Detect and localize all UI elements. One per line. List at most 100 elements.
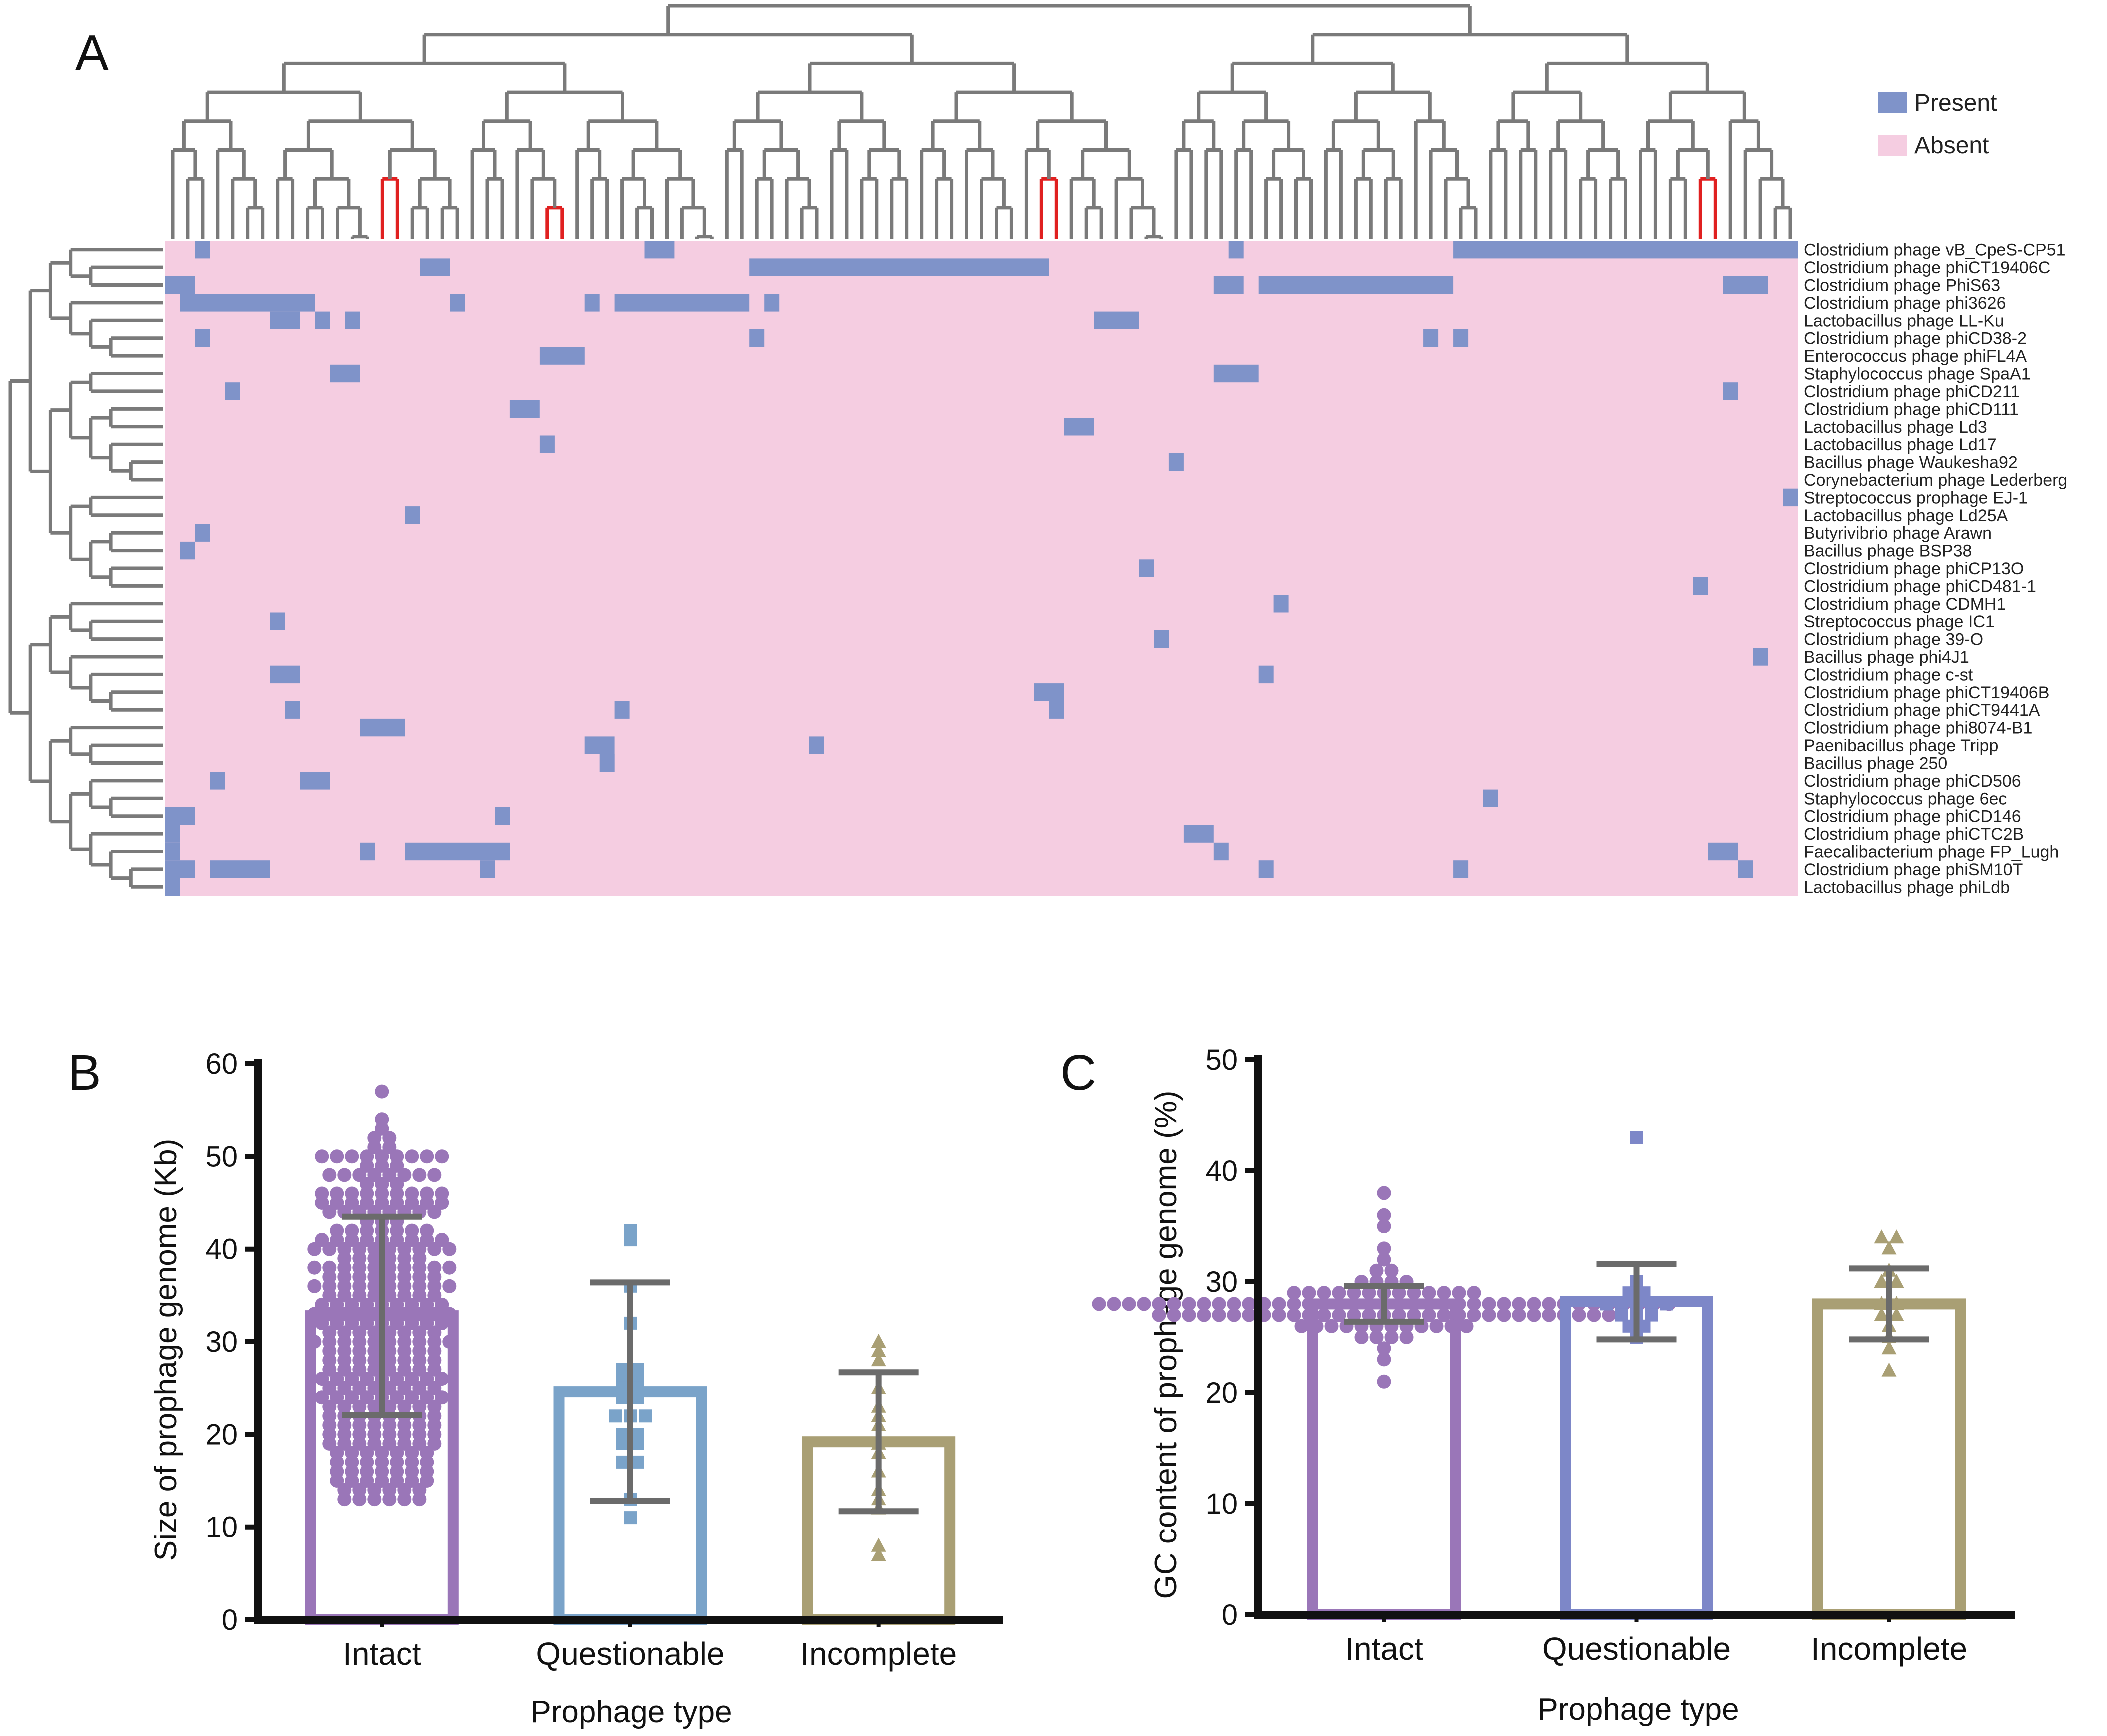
data-point-intact xyxy=(367,1140,382,1154)
data-point-intact xyxy=(375,1122,389,1136)
data-point-intact xyxy=(442,1242,457,1256)
heatmap-row-label: Faecalibacterium phage FP_Lugh xyxy=(1804,843,2059,862)
x-tick-label: Intact xyxy=(1345,1631,1423,1667)
data-point-incomplete xyxy=(1874,1307,1889,1322)
heatmap-present-cell xyxy=(270,312,300,330)
bar-questionable xyxy=(1560,1296,1713,1620)
data-point-questionable xyxy=(1630,1131,1643,1144)
data-point-questionable xyxy=(1645,1308,1658,1322)
data-point-intact xyxy=(315,1316,329,1330)
heatmap-present-cell xyxy=(1168,453,1184,472)
data-point-intact xyxy=(1459,1319,1474,1334)
data-point-intact xyxy=(1572,1308,1586,1322)
data-point-questionable xyxy=(616,1437,629,1450)
heatmap-row-label: Lactobacillus phage Ld25A xyxy=(1804,506,2008,526)
heatmap-row-label: Clostridium phage vB_CpeS-CP51 xyxy=(1804,241,2065,260)
data-point-intact xyxy=(367,1492,382,1507)
data-point-intact xyxy=(1392,1286,1406,1300)
data-point-intact xyxy=(367,1436,382,1451)
data-point-intact xyxy=(360,1390,374,1405)
data-point-intact xyxy=(337,1307,352,1322)
data-point-intact xyxy=(345,1316,359,1330)
data-point-questionable xyxy=(1615,1308,1628,1322)
data-point-intact xyxy=(1092,1297,1106,1312)
heatmap-present-cell xyxy=(450,294,465,312)
heatmap-row-label: Clostridium phage phiCT19406B xyxy=(1804,684,2049,702)
data-point-intact xyxy=(427,1307,442,1322)
data-point-intact xyxy=(397,1307,412,1322)
data-point-intact xyxy=(1497,1297,1511,1312)
heatmap-row-label: Clostridium phage CDMH1 xyxy=(1804,595,2006,614)
data-point-intact xyxy=(315,1150,329,1164)
data-point-intact xyxy=(1182,1297,1196,1312)
data-point-intact xyxy=(352,1362,367,1377)
data-point-questionable xyxy=(616,1456,629,1469)
data-point-intact xyxy=(390,1233,404,1248)
data-point-questionable xyxy=(624,1512,637,1525)
heatmap-row-label: Bacillus phage 250 xyxy=(1804,754,1947,774)
panel-c-gc-chart: C GC content of prophage genome (%) Prop… xyxy=(1060,1044,2015,1727)
data-point-incomplete xyxy=(1874,1274,1889,1288)
data-point-intact xyxy=(315,1196,329,1210)
data-point-intact xyxy=(375,1196,389,1210)
panel-c-x-axis-title: Prophage type xyxy=(1537,1692,1739,1727)
data-point-incomplete xyxy=(1874,1230,1889,1244)
data-point-intact xyxy=(420,1196,434,1210)
panel-c-y-axis-title: GC content of prophage genome (%) xyxy=(1149,1091,1183,1600)
data-point-intact xyxy=(1482,1297,1496,1312)
data-point-intact xyxy=(1242,1297,1256,1312)
data-point-intact xyxy=(442,1260,457,1275)
heatmap-present-cell xyxy=(1258,860,1274,878)
data-point-intact xyxy=(420,1298,434,1312)
panel-a-letter: A xyxy=(75,25,109,81)
data-point-intact xyxy=(1377,1242,1391,1256)
heatmap-row-label: Clostridium phage phiCT19406C xyxy=(1804,258,2050,278)
heatmap-present-cell xyxy=(330,364,360,383)
heatmap-present-cell xyxy=(1049,701,1064,719)
data-point-intact xyxy=(322,1436,337,1451)
data-point-intact xyxy=(375,1474,389,1488)
data-point-intact xyxy=(1437,1308,1451,1322)
data-point-intact xyxy=(1309,1319,1324,1334)
data-point-intact xyxy=(1242,1308,1256,1322)
heatmap-present-cell xyxy=(1228,241,1244,259)
data-point-intact xyxy=(405,1474,419,1488)
data-point-intact xyxy=(420,1372,434,1386)
data-point-intact xyxy=(1467,1297,1481,1312)
heatmap-present-cell xyxy=(165,825,180,843)
data-point-questionable xyxy=(1622,1320,1636,1333)
data-point-incomplete xyxy=(871,1352,886,1367)
heatmap-row-label: Clostridium phage phiCD38-2 xyxy=(1804,330,2027,348)
data-point-questionable xyxy=(631,1456,644,1469)
heatmap-row-label: Enterococcus phage phiFL4A xyxy=(1804,347,2027,366)
heatmap-present-cell xyxy=(315,312,330,330)
data-point-intact xyxy=(1392,1297,1406,1312)
data-point-intact xyxy=(352,1307,367,1322)
data-point-intact xyxy=(307,1279,322,1294)
data-point-intact xyxy=(1287,1308,1301,1322)
data-point-intact xyxy=(420,1233,434,1248)
data-point-intact xyxy=(390,1390,404,1405)
data-point-intact xyxy=(1377,1252,1391,1267)
heatmap-present-cell xyxy=(1258,276,1454,294)
data-point-intact xyxy=(352,1381,367,1396)
data-point-intact xyxy=(1377,1220,1391,1234)
data-point-intact xyxy=(315,1390,329,1405)
data-point-intact xyxy=(345,1474,359,1488)
heatmap-row-label: Streptococcus prophage EJ-1 xyxy=(1804,488,2028,508)
legend-absent-swatch xyxy=(1878,135,1907,156)
data-point-intact xyxy=(1152,1308,1166,1322)
heatmap-row-label: Clostridium phage phiCTC2B xyxy=(1804,825,2024,844)
heatmap-present-cell xyxy=(614,294,750,312)
data-point-intact xyxy=(360,1474,374,1488)
data-point-intact xyxy=(1122,1297,1136,1312)
data-point-intact xyxy=(1512,1297,1526,1312)
heatmap-present-cell xyxy=(1273,595,1289,613)
data-point-intact xyxy=(1302,1308,1316,1322)
data-point-intact xyxy=(330,1390,344,1405)
panel-b-x-axis-title: Prophage type xyxy=(530,1695,732,1730)
data-point-intact xyxy=(1362,1286,1376,1300)
data-point-intact xyxy=(427,1242,442,1256)
data-point-intact xyxy=(1362,1297,1376,1312)
data-point-intact xyxy=(1317,1297,1331,1312)
